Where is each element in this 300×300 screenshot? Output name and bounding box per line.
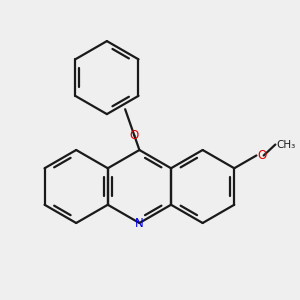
Text: CH₃: CH₃ bbox=[277, 140, 296, 149]
Text: O: O bbox=[257, 149, 266, 162]
Text: O: O bbox=[130, 128, 139, 142]
Text: N: N bbox=[135, 217, 144, 230]
